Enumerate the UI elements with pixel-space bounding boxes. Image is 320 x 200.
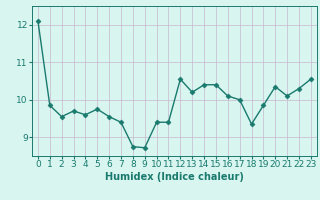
X-axis label: Humidex (Indice chaleur): Humidex (Indice chaleur)	[105, 172, 244, 182]
